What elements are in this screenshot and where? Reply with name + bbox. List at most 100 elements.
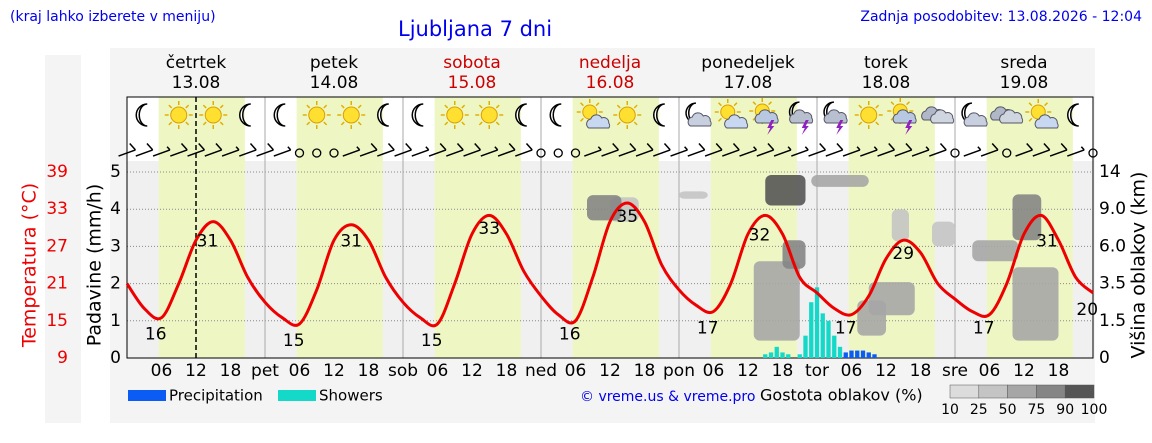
sun-ray (202, 104, 207, 109)
weather-icon (515, 103, 527, 127)
day-name: petek (310, 53, 358, 73)
sun-ray (633, 121, 638, 126)
barb-staff (152, 149, 171, 157)
wind-barb (773, 146, 792, 157)
barb-flag (1043, 142, 1051, 151)
sun-ray (340, 104, 345, 109)
barb-staff (239, 149, 257, 157)
chart-title: Ljubljana 7 dni (398, 17, 552, 41)
x-tick-label: 06 (565, 361, 587, 381)
shower-bar (803, 335, 808, 358)
wind-barb (1049, 142, 1068, 157)
barb-flag (215, 142, 223, 151)
weather-icon (239, 103, 251, 127)
day-abbr: ned (525, 361, 557, 381)
temperature-line (125, 201, 1095, 328)
precip-bar (872, 354, 877, 358)
sun-ray (768, 101, 772, 106)
barb-staff (394, 149, 412, 157)
weather-icon (549, 103, 562, 127)
x-tick-label: 06 (979, 361, 1001, 381)
weather-icon (788, 101, 814, 135)
y-tick-label: 3 (110, 236, 121, 256)
weather-icon (273, 103, 286, 127)
temp-label: 17 (835, 318, 857, 338)
x-tick-label: 12 (599, 361, 621, 381)
cloud (999, 109, 1024, 124)
left-panel (45, 55, 81, 423)
cloud (586, 114, 611, 129)
barb-flag (287, 146, 292, 151)
moon (1067, 103, 1079, 127)
cloud (930, 109, 955, 124)
barb-flag (939, 142, 947, 151)
barb-staff (929, 149, 947, 157)
day-abbr: pon (663, 361, 695, 381)
day-date: 16.08 (586, 73, 635, 93)
sun-ray (1028, 117, 1033, 122)
barb-staff (187, 149, 205, 157)
sun-ray (202, 121, 207, 126)
temp-axis-title: Temperatura (°C) (19, 183, 41, 348)
wind-barb (497, 142, 516, 157)
wind-barb (463, 142, 482, 157)
barb-staff (256, 149, 274, 157)
barb-flag (856, 146, 861, 151)
day-name: četrtek (166, 53, 227, 73)
cloud (687, 112, 712, 127)
y2-tick-label: 9.0 (1099, 199, 1126, 219)
sun-ray (1044, 102, 1048, 107)
wind-barb (152, 146, 171, 157)
barb-flag (494, 146, 499, 151)
shower-bar (786, 354, 791, 358)
wind-calm (553, 148, 563, 158)
barb-staff (359, 149, 378, 157)
cloud-scale-cell (1036, 384, 1066, 399)
barb-flag (663, 142, 671, 151)
cloud (724, 114, 749, 129)
sun-ray (733, 102, 738, 107)
cloud (963, 112, 988, 127)
barb-flag (129, 142, 137, 151)
barb-staff (204, 149, 222, 157)
sun-ray (461, 121, 466, 126)
barb-staff (515, 149, 533, 157)
temp-label: 15 (283, 331, 305, 351)
wind-barb (670, 146, 689, 157)
barb-staff (877, 149, 895, 157)
sun-ray (185, 121, 190, 126)
barb-flag (439, 142, 447, 151)
wind-calm (570, 148, 581, 158)
day-abbr: sob (388, 361, 418, 381)
sun (170, 106, 188, 124)
shower-bar (763, 354, 768, 358)
wind-barb (187, 142, 206, 157)
barb-flag (198, 142, 206, 151)
cloud (892, 109, 917, 124)
temp-label: 31 (197, 232, 219, 252)
wind-barb (877, 142, 896, 157)
sun-ray (616, 121, 621, 126)
temp-label: 17 (973, 318, 995, 338)
weather-icon (653, 103, 665, 127)
moon (411, 103, 424, 127)
day-abbr: sre (942, 361, 968, 381)
cloud-cell (932, 221, 955, 247)
shower-bar (814, 287, 820, 358)
temp-label: 31 (340, 232, 362, 252)
barb-flag (991, 142, 999, 151)
barb-staff (342, 149, 360, 157)
wind-calm (1088, 148, 1098, 158)
y-tick-label: 0 (110, 348, 121, 368)
x-tick-label: 18 (1048, 361, 1070, 381)
cloud-scale-cell (1007, 384, 1037, 399)
barb-staff (1067, 149, 1085, 157)
sun-ray (752, 101, 757, 106)
wind-barb (1067, 146, 1085, 157)
wind-barb (411, 146, 430, 157)
wind-barb (428, 142, 447, 157)
precip-bar (866, 352, 871, 358)
barb-flag (787, 146, 792, 151)
